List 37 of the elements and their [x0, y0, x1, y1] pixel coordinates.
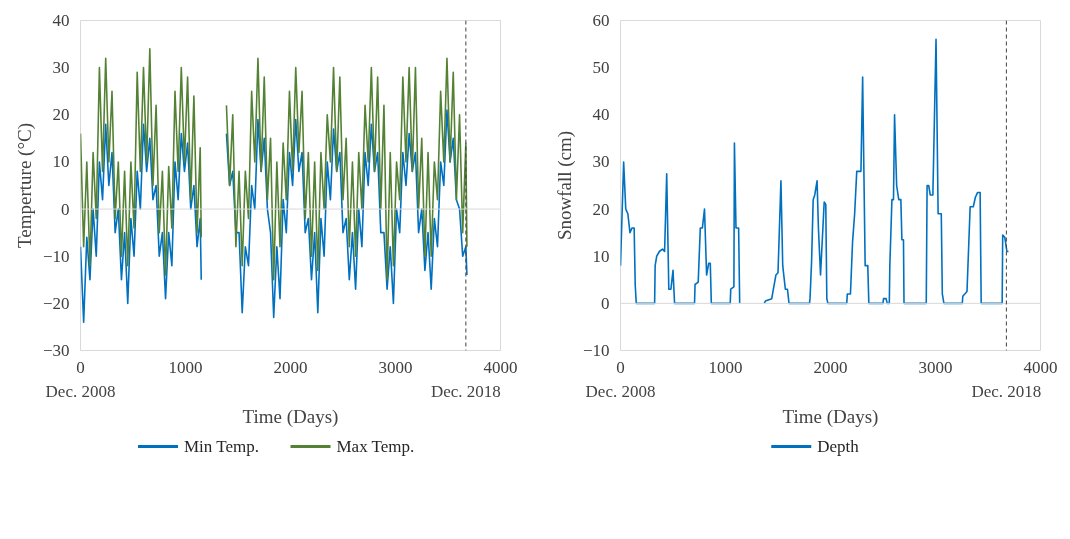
text: Dec. 2008 — [585, 381, 656, 401]
y-tick-label: 40 — [592, 105, 610, 125]
legend-label: Min Temp. — [184, 437, 259, 456]
y-tick-label: 40 — [52, 11, 70, 30]
legend-label: Max Temp. — [336, 437, 415, 456]
y-tick-label: −10 — [42, 246, 70, 266]
x-axis-title: Time (Days) — [782, 405, 879, 428]
x-tick-label: 0 — [76, 357, 85, 377]
y-tick-label: 60 — [592, 11, 610, 30]
x-tick-label: 2000 — [273, 357, 308, 377]
x-tick-label: 1000 — [168, 357, 203, 377]
x-axis-title: Time (Days) — [242, 405, 339, 428]
legend-label: Depth — [817, 437, 860, 456]
y-tick-label: 20 — [52, 105, 70, 125]
y-tick-label: −10 — [582, 341, 610, 360]
x-tick-label: 4000 — [483, 357, 518, 377]
y-tick-label: −20 — [42, 293, 70, 313]
ref-line-label: Dec. 2018 — [971, 381, 1042, 401]
x-tick-label: 2000 — [813, 357, 848, 377]
x-tick-label: 4000 — [1023, 357, 1058, 377]
x-tick-label: 3000 — [378, 357, 413, 377]
y-tick-label: 30 — [52, 58, 70, 78]
y-tick-label: 10 — [592, 246, 610, 266]
y-tick-label: 30 — [592, 152, 610, 172]
text: Dec. 2008 — [45, 381, 116, 401]
y-tick-label: 10 — [52, 152, 70, 172]
y-axis-title: Snowfall (cm) — [553, 130, 576, 241]
y-axis-title: Temperture (°C) — [13, 123, 36, 248]
y-tick-label: −30 — [42, 341, 70, 360]
ref-line-label: Dec. 2018 — [430, 381, 501, 401]
y-tick-label: 50 — [592, 58, 610, 78]
x-tick-label: 3000 — [918, 357, 953, 377]
y-tick-label: 0 — [601, 293, 610, 313]
x-tick-label: 0 — [616, 357, 625, 377]
y-tick-label: 20 — [592, 199, 610, 219]
x-tick-label: 1000 — [708, 357, 743, 377]
y-tick-label: 0 — [61, 199, 70, 219]
